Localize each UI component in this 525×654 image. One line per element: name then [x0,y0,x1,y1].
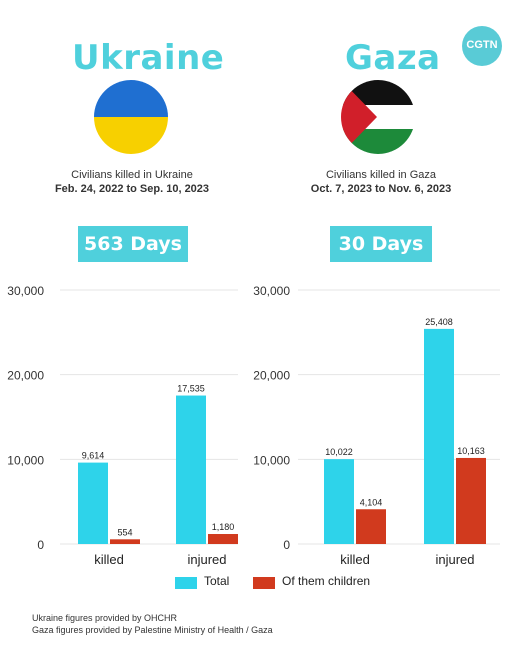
bar-total [78,462,108,544]
data-label: 25,408 [425,317,453,327]
y-tick-label: 20,000 [253,369,290,383]
x-category-label: killed [340,552,370,567]
cgtn-logo: CGTN [462,26,502,66]
legend-total-label: Total [204,574,230,588]
gaza-days-badge: 30 Days [330,226,432,262]
y-tick-label: 20,000 [7,369,44,383]
footer-line-ukraine: Ukraine figures provided by OHCHR [32,613,178,623]
y-tick-label: 0 [283,538,290,552]
data-label: 1,180 [212,522,235,532]
legend-total-swatch [175,577,197,589]
y-tick-label: 30,000 [7,284,44,298]
gaza-caption-text: Civilians killed in Gaza [325,169,437,181]
data-label: 4,104 [360,497,383,507]
bar-children [208,534,238,544]
ukraine-caption: Civilians killed in Ukraine Feb. 24, 202… [22,168,242,196]
ukraine-caption-text: Civilians killed in Ukraine [71,169,193,181]
x-category-label: injured [435,552,474,567]
data-label: 17,535 [177,384,205,394]
bar-charts: 0 10,000 20,000 30,000 9,614 554 killed 17,535 1… [7,284,500,567]
legend-children-label: Of them children [282,574,371,588]
data-label: 10,163 [457,446,485,456]
gaza-caption: Civilians killed in Gaza Oct. 7, 2023 to… [271,168,491,196]
bar-total [176,395,206,544]
data-label: 10,022 [325,447,353,457]
y-tick-label: 0 [37,538,44,552]
x-category-label: injured [187,552,226,567]
ukraine-title: Ukraine [72,38,225,78]
y-tick-label: 10,000 [253,453,290,467]
bar-children [356,509,386,544]
data-label: 554 [117,527,132,537]
ukraine-date-range: Feb. 24, 2022 to Sep. 10, 2023 [54,183,210,195]
source-footer: Ukraine figures provided by OHCHR Gaza f… [32,612,273,636]
gaza-title: Gaza [345,38,441,78]
palestine-flag-icon [341,80,415,154]
bar-total [324,459,354,544]
y-tick-label: 10,000 [7,453,44,467]
bar-total [424,328,454,544]
footer-line-gaza: Gaza figures provided by Palestine Minis… [32,625,273,635]
data-label: 9,614 [82,451,105,461]
legend-children-swatch [253,577,275,589]
ukraine-flag-icon [94,80,168,154]
bar-children [456,457,486,544]
y-tick-label: 30,000 [253,284,290,298]
bar-children [110,539,140,544]
x-category-label: killed [94,552,124,567]
gaza-date-range: Oct. 7, 2023 to Nov. 6, 2023 [310,183,452,195]
ukraine-days-badge: 563 Days [78,226,188,262]
